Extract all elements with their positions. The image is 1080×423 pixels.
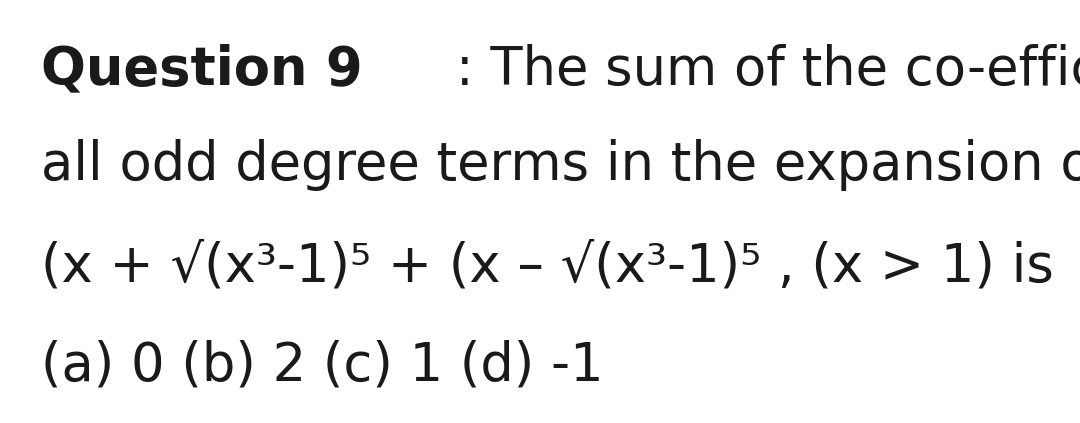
Text: all odd degree terms in the expansion of: all odd degree terms in the expansion of [41,139,1080,191]
Text: (x + √(x³-1)⁵ + (x – √(x³-1)⁵ , (x > 1) is: (x + √(x³-1)⁵ + (x – √(x³-1)⁵ , (x > 1) … [41,240,1054,292]
Text: (a) 0 (b) 2 (c) 1 (d) -1: (a) 0 (b) 2 (c) 1 (d) -1 [41,340,604,392]
Text: Question 9: Question 9 [41,44,363,96]
Text: : The sum of the co-efficient of: : The sum of the co-efficient of [456,44,1080,96]
